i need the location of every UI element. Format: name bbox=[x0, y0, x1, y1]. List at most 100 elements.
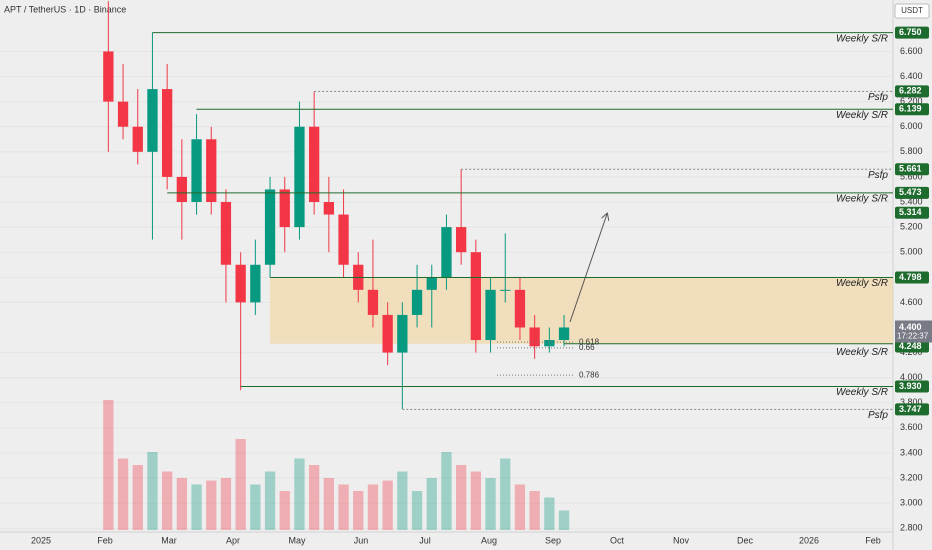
candle-body bbox=[558, 327, 570, 341]
x-tick-label: Jun bbox=[354, 535, 369, 545]
y-tick-label: 5.400 bbox=[900, 196, 923, 206]
candle-body bbox=[441, 227, 452, 278]
candle-body bbox=[147, 89, 158, 152]
candle-body bbox=[294, 126, 305, 228]
price-tag-label: 6.750 bbox=[899, 27, 922, 37]
volume-bar bbox=[353, 491, 364, 530]
x-tick-label: Sep bbox=[545, 535, 561, 545]
volume-bar bbox=[176, 478, 187, 530]
volume-bar bbox=[220, 478, 232, 530]
candle-body bbox=[117, 101, 129, 127]
candle-body bbox=[235, 264, 246, 303]
x-tick-label: 2025 bbox=[31, 535, 51, 545]
candle-body bbox=[220, 202, 232, 265]
currency-box bbox=[894, 3, 930, 19]
volume-bar bbox=[529, 491, 540, 530]
y-tick-label: 3.800 bbox=[900, 397, 923, 407]
volume-bar bbox=[441, 452, 452, 530]
volume-bar bbox=[544, 497, 555, 530]
y-tick-label: 3.200 bbox=[900, 472, 923, 482]
candle-body bbox=[411, 289, 423, 315]
volume-bar bbox=[162, 471, 173, 530]
volume-bar bbox=[411, 491, 423, 530]
volume-bar bbox=[470, 471, 481, 530]
level-note: Weekly S/R bbox=[836, 387, 888, 398]
volume-bar bbox=[235, 439, 246, 530]
x-tick-label: Oct bbox=[610, 535, 625, 545]
y-tick-label: 3.000 bbox=[900, 498, 923, 508]
price-tag bbox=[895, 271, 929, 284]
candle-body bbox=[500, 289, 511, 291]
candle-body bbox=[162, 89, 173, 177]
candle-body bbox=[279, 189, 290, 228]
candle-body bbox=[514, 289, 526, 328]
volume-bar bbox=[250, 484, 261, 530]
candle-body bbox=[103, 51, 114, 102]
price-tag-label: 3.747 bbox=[899, 404, 922, 414]
y-tick-label: 5.800 bbox=[900, 146, 923, 156]
countdown: 17:22:37 bbox=[897, 332, 929, 341]
volume-bar bbox=[103, 400, 114, 530]
volume-bar bbox=[206, 480, 217, 530]
level-note: Weekly S/R bbox=[836, 347, 888, 358]
volume-bar bbox=[500, 458, 511, 530]
volume-bar bbox=[147, 452, 158, 530]
volume-bar bbox=[514, 484, 526, 530]
currency: USDT bbox=[901, 6, 923, 15]
x-tick-label: Nov bbox=[673, 535, 690, 545]
volume-bar bbox=[382, 480, 393, 530]
x-tick-label: Feb bbox=[97, 535, 113, 545]
price-tag bbox=[895, 163, 929, 176]
price-tag-label: 5.314 bbox=[899, 207, 922, 217]
candle-body bbox=[176, 176, 187, 203]
volume-bar bbox=[117, 458, 129, 530]
volume-bar bbox=[132, 465, 143, 530]
volume-bar bbox=[397, 471, 408, 530]
level-note: Weekly S/R bbox=[836, 193, 888, 204]
projection-arrow bbox=[569, 214, 607, 323]
level-note: Weekly S/R bbox=[836, 278, 888, 289]
volume-bar bbox=[456, 465, 467, 530]
y-tick-label: 3.600 bbox=[900, 422, 923, 432]
price-tag bbox=[895, 186, 929, 199]
candle-body bbox=[338, 214, 349, 265]
candle-body bbox=[323, 202, 334, 215]
price-tag bbox=[895, 26, 929, 39]
price-tag-label: 5.473 bbox=[899, 187, 922, 197]
candle-body bbox=[250, 264, 261, 303]
volume-bar bbox=[279, 491, 290, 530]
y-tick-label: 4.000 bbox=[900, 372, 923, 382]
price-tag-label: 4.248 bbox=[899, 341, 922, 351]
x-tick-label: Jul bbox=[419, 535, 431, 545]
y-tick-label: 6.600 bbox=[900, 46, 923, 56]
price-tag bbox=[895, 103, 929, 116]
fib-label: 0.786 bbox=[579, 370, 600, 379]
candle-body bbox=[544, 340, 555, 347]
y-tick-label: 2.800 bbox=[900, 523, 923, 533]
price-tag bbox=[895, 85, 929, 98]
candle-body bbox=[397, 314, 408, 353]
fib-label: 0.66 bbox=[579, 343, 595, 352]
volume-bar bbox=[294, 458, 305, 530]
candle-body bbox=[191, 139, 202, 203]
price-tag-label: 3.930 bbox=[899, 381, 922, 391]
x-tick-label: Apr bbox=[226, 535, 240, 545]
x-tick-label: May bbox=[288, 535, 306, 545]
candle-body bbox=[367, 289, 379, 315]
volume-bar bbox=[558, 510, 570, 530]
candle-body bbox=[206, 139, 217, 203]
candle-body bbox=[456, 227, 467, 253]
y-tick-label: 3.400 bbox=[900, 447, 923, 457]
last-price-tag bbox=[895, 320, 932, 343]
y-tick-label: 4.600 bbox=[900, 297, 923, 307]
candle-body bbox=[426, 277, 437, 290]
level-note: Psfp bbox=[868, 170, 888, 181]
y-tick-label: 6.400 bbox=[900, 71, 923, 81]
price-tag bbox=[895, 206, 929, 219]
volume-bar bbox=[485, 478, 496, 530]
price-tag-label: 6.282 bbox=[899, 86, 922, 96]
x-tick-label: Dec bbox=[737, 535, 754, 545]
price-tag-label: 4.798 bbox=[899, 272, 922, 282]
volume-bar bbox=[338, 484, 349, 530]
